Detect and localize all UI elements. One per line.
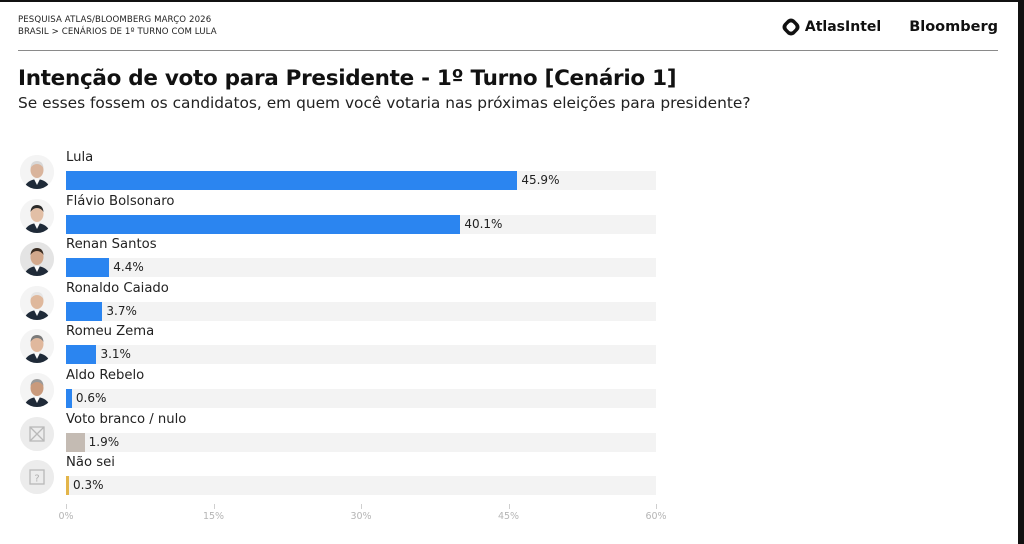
x-tick [214, 504, 215, 509]
category-label: Não sei [66, 455, 115, 470]
header-divider [18, 50, 998, 51]
category-label: Flávio Bolsonaro [66, 194, 174, 209]
bar [66, 345, 96, 364]
value-label: 40.1% [464, 217, 502, 231]
bar [66, 215, 460, 234]
bar-track [66, 258, 656, 277]
value-label: 0.3% [73, 478, 104, 492]
x-tick-label: 30% [350, 511, 371, 522]
x-box-icon [20, 417, 54, 451]
value-label: 3.1% [100, 347, 131, 361]
question-box-icon: ? [20, 460, 54, 494]
bar-track [66, 345, 656, 364]
x-tick-label: 15% [203, 511, 224, 522]
x-tick [656, 504, 657, 509]
value-label: 0.6% [76, 391, 107, 405]
bar-track [66, 476, 656, 495]
category-label: Ronaldo Caiado [66, 281, 169, 296]
chart-title: Intenção de voto para Presidente - 1º Tu… [18, 66, 676, 91]
atlasintel-logo: AtlasIntel [781, 17, 881, 37]
category-label: Aldo Rebelo [66, 368, 144, 383]
value-label: 3.7% [106, 304, 137, 318]
breadcrumb: BRASIL > CENÁRIOS DE 1º TURNO COM LULA [18, 26, 217, 38]
x-tick-label: 60% [645, 511, 666, 522]
category-label: Voto branco / nulo [66, 412, 186, 427]
candidate-avatar [20, 155, 54, 189]
bar [66, 171, 517, 190]
x-tick-label: 45% [498, 511, 519, 522]
atlasintel-diamond-icon [781, 17, 801, 37]
bar [66, 476, 69, 495]
bar-track [66, 433, 656, 452]
x-tick-label: 0% [58, 511, 73, 522]
value-label: 4.4% [113, 260, 144, 274]
category-label: Romeu Zema [66, 324, 154, 339]
bar [66, 389, 72, 408]
x-tick [509, 504, 510, 509]
bar-track [66, 389, 656, 408]
header-breadcrumb: PESQUISA ATLAS/BLOOMBERG MARÇO 2026 BRAS… [18, 14, 217, 38]
svg-text:?: ? [34, 474, 39, 485]
candidate-avatar [20, 242, 54, 276]
bar [66, 258, 109, 277]
x-tick [66, 504, 67, 509]
bar-track [66, 302, 656, 321]
x-tick [361, 504, 362, 509]
bar [66, 302, 102, 321]
bloomberg-logo: Bloomberg [909, 19, 998, 35]
value-label: 45.9% [521, 173, 559, 187]
logos: AtlasIntel Bloomberg [781, 17, 998, 37]
bar [66, 433, 85, 452]
category-label: Renan Santos [66, 237, 157, 252]
chart-subtitle: Se esses fossem os candidatos, em quem v… [18, 94, 751, 112]
candidate-avatar [20, 329, 54, 363]
category-label: Lula [66, 150, 93, 165]
candidate-avatar [20, 199, 54, 233]
candidate-avatar [20, 286, 54, 320]
atlasintel-logo-text: AtlasIntel [805, 19, 881, 35]
value-label: 1.9% [89, 435, 120, 449]
survey-label: PESQUISA ATLAS/BLOOMBERG MARÇO 2026 [18, 14, 217, 26]
candidate-avatar [20, 373, 54, 407]
